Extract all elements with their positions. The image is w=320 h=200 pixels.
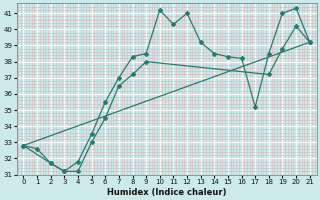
X-axis label: Humidex (Indice chaleur): Humidex (Indice chaleur) [107, 188, 226, 197]
